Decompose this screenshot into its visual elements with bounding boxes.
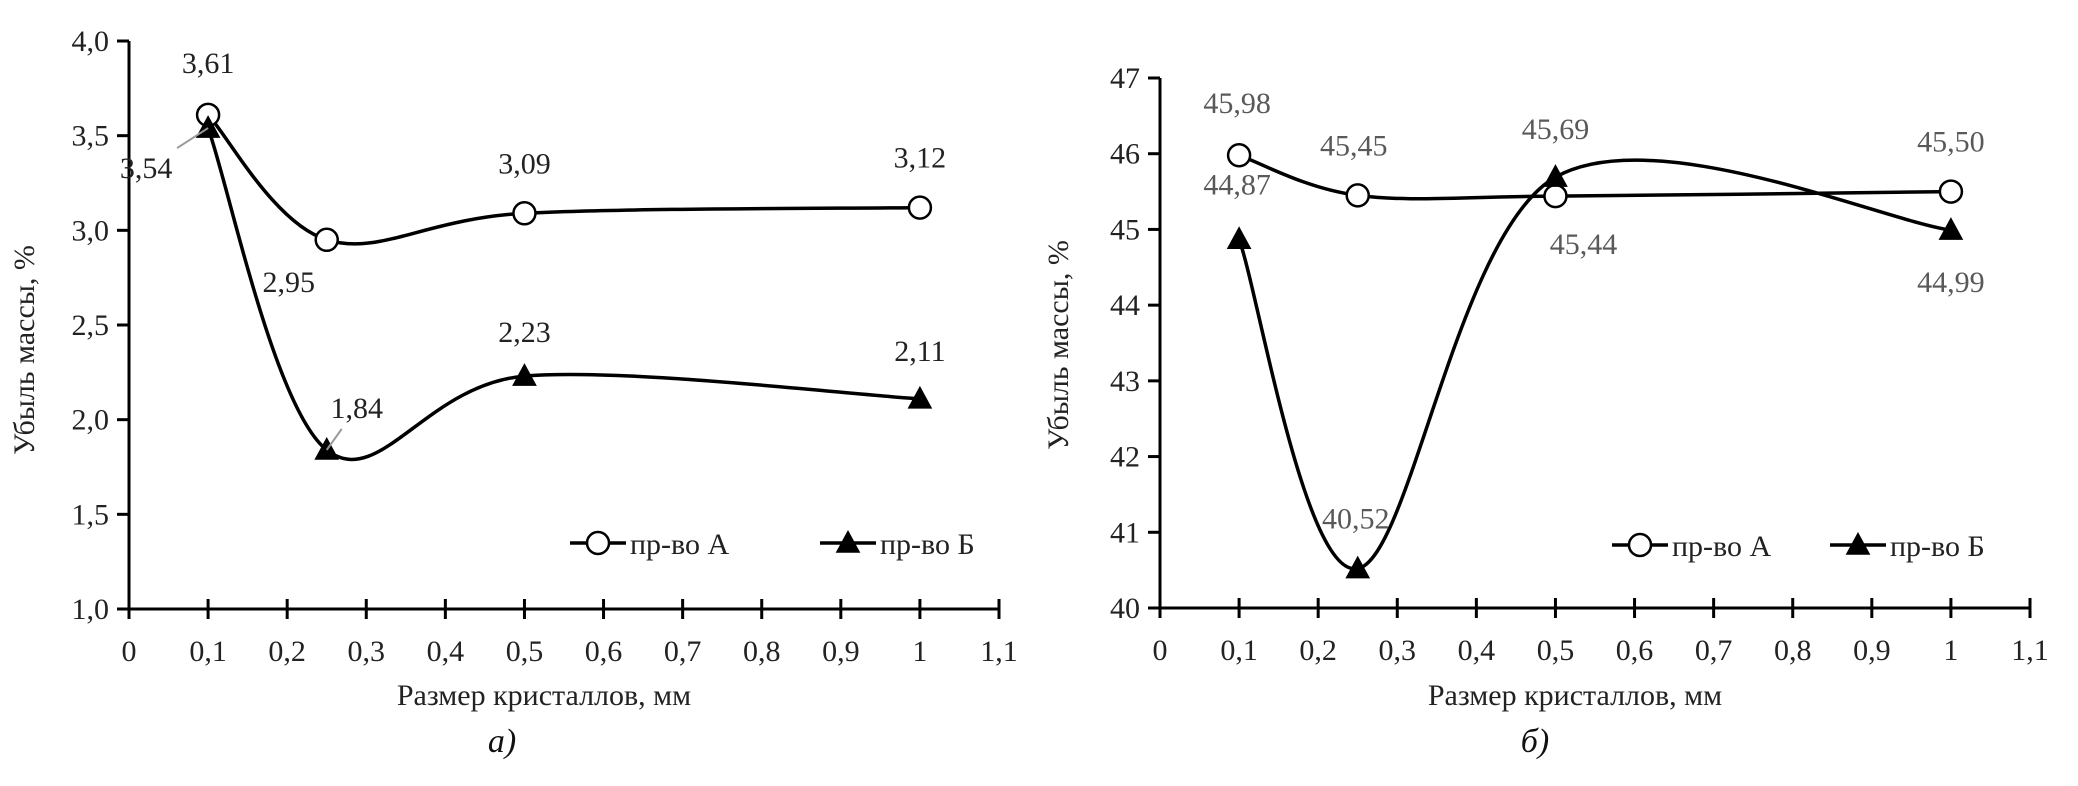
x-tick-label: 0,1 — [189, 635, 227, 668]
data-point-triangle — [1226, 226, 1252, 250]
chart-b: 0 0,1 0,2 0,3 0,4 0,5 0,6 0,7 0,8 0,9 1 1,1 40 41 42 43… — [1042, 62, 2049, 760]
y-tick-label: 1,0 — [72, 593, 110, 626]
x-tick-label: 0,5 — [506, 635, 544, 668]
legend-triangle-icon — [1845, 532, 1871, 555]
leader-line — [176, 127, 209, 149]
x-tick-label: 0,3 — [1379, 634, 1417, 667]
data-label: 3,54 — [120, 152, 173, 185]
x-tick-label: 1,1 — [2011, 634, 2049, 667]
x-tick-label: 0,8 — [1774, 634, 1812, 667]
data-point-circle — [907, 195, 933, 220]
x-tick-label: 0,6 — [585, 635, 623, 668]
y-tick-label: 4,0 — [72, 25, 110, 58]
chart-a: 0 0,1 0,2 0,3 0,4 0,5 0,6 0,7 0,8 0,9 1 1,1 1,0 1,5 2,… — [8, 25, 1018, 760]
series-b: 44,87 40,52 45,69 44,99 — [1203, 113, 1985, 579]
data-label: 2,95 — [262, 266, 315, 299]
legend: пр-во А пр-во Б — [1612, 530, 1985, 563]
x-tick-label: 0,7 — [1695, 634, 1733, 667]
y-tick-label: 41 — [1110, 516, 1140, 549]
y-axis-label: Убыль массы, % — [8, 245, 41, 455]
x-tick-label: 0,4 — [427, 635, 465, 668]
chart-caption: а) — [488, 723, 516, 760]
y-tick-label: 44 — [1110, 289, 1140, 322]
data-label: 1,84 — [330, 392, 383, 425]
data-point-circle — [1938, 179, 1964, 204]
data-label: 40,52 — [1322, 503, 1390, 536]
x-tick-label: 0,3 — [348, 635, 386, 668]
data-point-circle — [1543, 183, 1568, 209]
legend-triangle-icon — [835, 530, 861, 553]
y-tick-label: 2,0 — [72, 404, 110, 437]
legend-label: пр-во А — [1672, 530, 1772, 563]
data-label: 45,44 — [1550, 228, 1618, 261]
y-tick-label: 45 — [1110, 213, 1140, 246]
chart-caption: б) — [1521, 723, 1549, 760]
y-tick-label: 3,5 — [72, 120, 110, 153]
x-tick-label: 0,9 — [1853, 634, 1891, 667]
data-label: 45,50 — [1917, 126, 1985, 159]
y-tick-label: 43 — [1110, 365, 1140, 398]
y-axis-label: Убыль массы, % — [1042, 240, 1075, 450]
y-tick-label: 42 — [1110, 441, 1140, 474]
data-label: 45,45 — [1320, 129, 1388, 162]
data-point-triangle — [1543, 164, 1568, 187]
data-label: 2,11 — [894, 335, 945, 368]
data-point-triangle — [1938, 217, 1964, 240]
data-label: 45,69 — [1522, 113, 1590, 146]
legend-circle-icon — [1627, 532, 1653, 558]
data-point-triangle — [907, 385, 933, 409]
data-label: 45,98 — [1203, 87, 1271, 120]
y-tick-label: 1,5 — [72, 498, 110, 531]
x-tick-label: 1,1 — [980, 635, 1018, 668]
data-point-circle — [314, 227, 339, 253]
legend-circle-icon — [585, 530, 611, 556]
series-line — [1237, 158, 1952, 571]
leader-line — [325, 428, 343, 451]
data-point-circle — [1226, 142, 1252, 168]
x-tick-label: 1 — [912, 635, 927, 668]
y-tick-label: 2,5 — [72, 309, 110, 342]
data-label: 2,23 — [498, 316, 551, 349]
x-axis-label: Размер кристаллов, мм — [1428, 679, 1722, 712]
x-tick-label: 0,4 — [1458, 634, 1496, 667]
y-tick-label: 47 — [1110, 62, 1140, 95]
data-label: 3,09 — [498, 147, 551, 180]
series-b: 3,54 1,84 2,23 2,11 — [120, 115, 946, 462]
x-tick-label: 0,6 — [1616, 634, 1654, 667]
x-tick-label: 1 — [1943, 634, 1958, 667]
series-a: 3,61 2,95 3,09 3,12 — [182, 47, 946, 299]
y-tick-label: 46 — [1110, 138, 1140, 171]
x-tick-label: 0,2 — [268, 635, 306, 668]
series-a: 45,98 45,45 45,44 45,50 — [1203, 87, 1984, 261]
data-point-circle — [1345, 183, 1370, 208]
x-tick-label: 0,9 — [822, 635, 860, 668]
series-line — [206, 127, 921, 462]
legend: пр-во А пр-во Б — [570, 528, 975, 561]
x-tick-label: 0,7 — [664, 635, 702, 668]
data-label: 3,12 — [894, 142, 947, 175]
series-line — [206, 113, 920, 246]
data-point-circle — [512, 201, 537, 226]
y-tick-label: 40 — [1110, 592, 1140, 625]
x-tick-label: 0 — [122, 635, 137, 668]
x-axis-label: Размер кристаллов, мм — [397, 679, 691, 712]
x-tick-label: 0,1 — [1220, 634, 1258, 667]
data-label: 44,87 — [1203, 168, 1271, 201]
x-tick-label: 0,5 — [1537, 634, 1575, 667]
data-point-triangle — [1345, 555, 1371, 579]
x-tick-label: 0 — [1153, 634, 1168, 667]
legend-label: пр-во Б — [1890, 530, 1985, 563]
x-tick-label: 0,8 — [743, 635, 781, 668]
y-tick-label: 3,0 — [72, 214, 110, 247]
data-label: 44,99 — [1917, 266, 1985, 299]
data-label: 3,61 — [182, 47, 235, 80]
data-point-triangle — [512, 363, 537, 386]
legend-label: пр-во А — [630, 528, 730, 561]
legend-label: пр-во Б — [880, 528, 975, 561]
x-tick-label: 0,2 — [1299, 634, 1337, 667]
